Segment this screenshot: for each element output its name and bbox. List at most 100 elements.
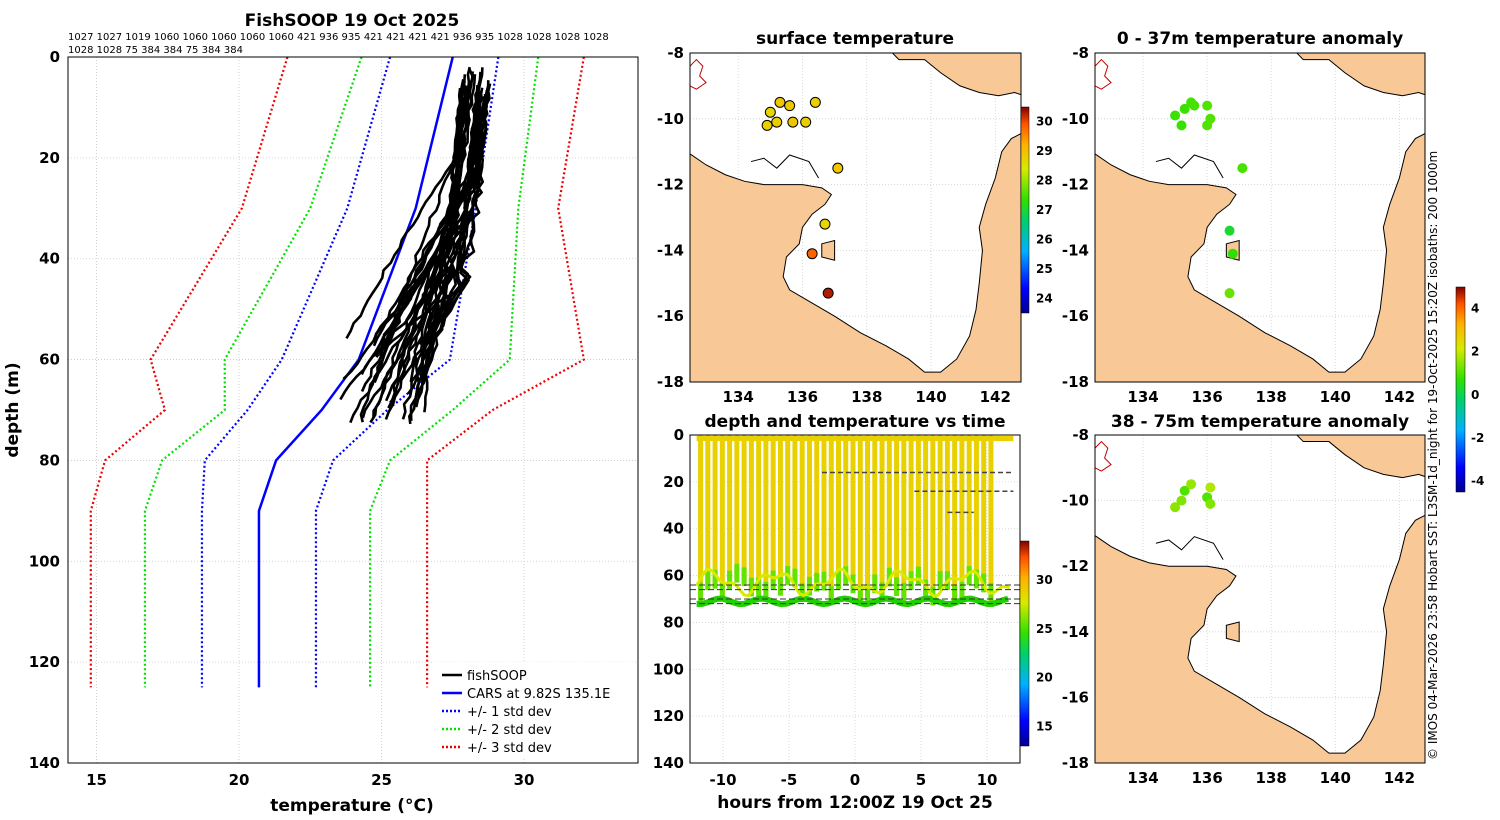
map-area xyxy=(1095,53,1425,382)
map-y-tick: -8 xyxy=(1072,44,1089,62)
colorbar-tick: 24 xyxy=(1036,291,1053,305)
surface-temp-panel: surface temperature 134 136 138 140 142 -8 -10… xyxy=(657,29,1053,406)
fishsoop-profile-line xyxy=(389,92,483,404)
land-mainland xyxy=(1095,514,1425,763)
ts-y-tick: 100 xyxy=(653,660,684,678)
surface-temp-colorbar xyxy=(1020,106,1030,314)
data-point xyxy=(1176,495,1187,506)
islands-coastline xyxy=(1155,536,1224,560)
map-y-tick: -12 xyxy=(1062,557,1089,575)
fishsoop-profile-line xyxy=(359,81,467,423)
y-tick-label: 80 xyxy=(39,451,60,469)
colorbar-tick: 27 xyxy=(1036,203,1053,217)
x-tick-label: 25 xyxy=(371,771,392,789)
x-tick-label: 20 xyxy=(229,771,250,789)
land-new-guinea xyxy=(1296,435,1425,479)
depth-time-data xyxy=(690,435,1020,608)
data-point xyxy=(1202,120,1213,131)
colorbar-tick: 26 xyxy=(1036,232,1053,246)
colorbar-tick: 29 xyxy=(1036,144,1053,158)
data-point xyxy=(832,162,844,174)
data-point xyxy=(1176,120,1187,131)
data-point xyxy=(822,287,834,299)
river-coastline xyxy=(1095,58,1112,90)
colorbar-tick: 25 xyxy=(1036,262,1053,276)
x-tick-label: 15 xyxy=(86,771,107,789)
land-mainland xyxy=(1095,133,1425,382)
legend-std3: +/- 3 std dev xyxy=(467,741,552,756)
islands-coastline xyxy=(1155,154,1224,179)
depth-time-colorbar xyxy=(1019,540,1030,747)
legend-cars: CARS at 9.82S 135.1E xyxy=(467,687,610,702)
colorbar-tick: 4 xyxy=(1471,302,1479,316)
anomaly-colorbar xyxy=(1455,286,1466,493)
profile-ylabel: depth (m) xyxy=(3,362,23,457)
data-point xyxy=(809,96,821,108)
y-tick-label: 120 xyxy=(29,653,60,671)
map-x-tick: 140 xyxy=(1320,769,1351,787)
map-y-tick: -14 xyxy=(657,241,684,259)
ts-bottom-band xyxy=(696,595,1009,608)
land-groote-island xyxy=(821,239,836,261)
data-point xyxy=(1179,485,1190,496)
profile-top-labels-1: 1027 1027 1019 1060 1060 1060 1060 1060 … xyxy=(68,32,609,43)
profile-xlabel: temperature (°C) xyxy=(270,796,434,816)
map-x-tick: 136 xyxy=(787,388,818,406)
map-x-tick: 138 xyxy=(1256,388,1287,406)
map-x-tick: 134 xyxy=(1127,388,1158,406)
land-groote-island xyxy=(1225,621,1240,643)
land-new-guinea xyxy=(1296,53,1425,97)
y-tick-label: 0 xyxy=(50,48,60,66)
map-y-tick: -16 xyxy=(1062,688,1089,706)
profile-xticks: 15 20 25 30 xyxy=(86,771,534,789)
map-y-tick: -18 xyxy=(1062,754,1089,772)
surface-temp-colorbar-ticks: 24 25 26 27 28 29 30 xyxy=(1036,115,1053,306)
colorbar-tick: -4 xyxy=(1471,474,1484,488)
map-y-tick: -14 xyxy=(1062,623,1089,641)
river-coastline xyxy=(1095,440,1112,472)
map-x-tick: 138 xyxy=(851,388,882,406)
data-point xyxy=(806,248,818,260)
map-y-tick: -12 xyxy=(1062,176,1089,194)
data-point xyxy=(1227,248,1238,259)
legend-std2: +/- 2 std dev xyxy=(467,723,552,738)
colorbar-tick: 20 xyxy=(1036,671,1053,685)
colorbar-tick: 2 xyxy=(1471,345,1479,359)
ts-x-tick: 5 xyxy=(916,771,926,789)
ts-y-tick: 20 xyxy=(663,473,684,491)
data-point xyxy=(1224,288,1235,299)
fishsoop-profile-line xyxy=(384,71,474,420)
std2-low-line xyxy=(143,57,363,688)
profile-envelopes xyxy=(89,57,586,688)
ts-x-tick: 10 xyxy=(977,771,998,789)
map-area xyxy=(690,53,1021,382)
map-y-tick: -14 xyxy=(1062,241,1089,259)
map-x-tick: 136 xyxy=(1191,388,1222,406)
data-point xyxy=(1179,103,1190,114)
profile-yticks: 0 20 40 60 80 100 120 140 xyxy=(29,48,60,772)
map-x-tick: 142 xyxy=(980,388,1011,406)
ts-x-tick: 0 xyxy=(850,771,860,789)
data-point xyxy=(1205,498,1216,509)
colorbar-tick: 28 xyxy=(1036,174,1053,188)
depth-time-title: depth and temperature vs time xyxy=(705,412,1006,432)
data-point xyxy=(1170,502,1181,513)
std2-high-line xyxy=(369,57,540,688)
data-point xyxy=(761,119,773,131)
y-tick-label: 20 xyxy=(39,149,60,167)
depth-time-colorbar-ticks: 15 20 25 30 xyxy=(1036,573,1053,733)
std3-high-line xyxy=(426,57,586,688)
map-y-tick: -8 xyxy=(667,44,684,62)
map-x-tick: 134 xyxy=(723,388,754,406)
map-y-tick: -10 xyxy=(1062,492,1089,510)
data-point xyxy=(1202,100,1213,111)
surface-temp-title: surface temperature xyxy=(756,29,954,49)
depth-time-panel: depth and temperature vs time -10 -5 0 5 100… xyxy=(653,412,1053,813)
colorbar-tick: 25 xyxy=(1036,622,1053,636)
profile-title: FishSOOP 19 Oct 2025 xyxy=(245,11,460,31)
map-y-tick: -10 xyxy=(657,110,684,128)
profile-legend: fishSOOP CARS at 9.82S 135.1E +/- 1 std … xyxy=(434,662,634,758)
map-x-tick: 138 xyxy=(1256,769,1287,787)
std1-low-line xyxy=(200,57,392,688)
